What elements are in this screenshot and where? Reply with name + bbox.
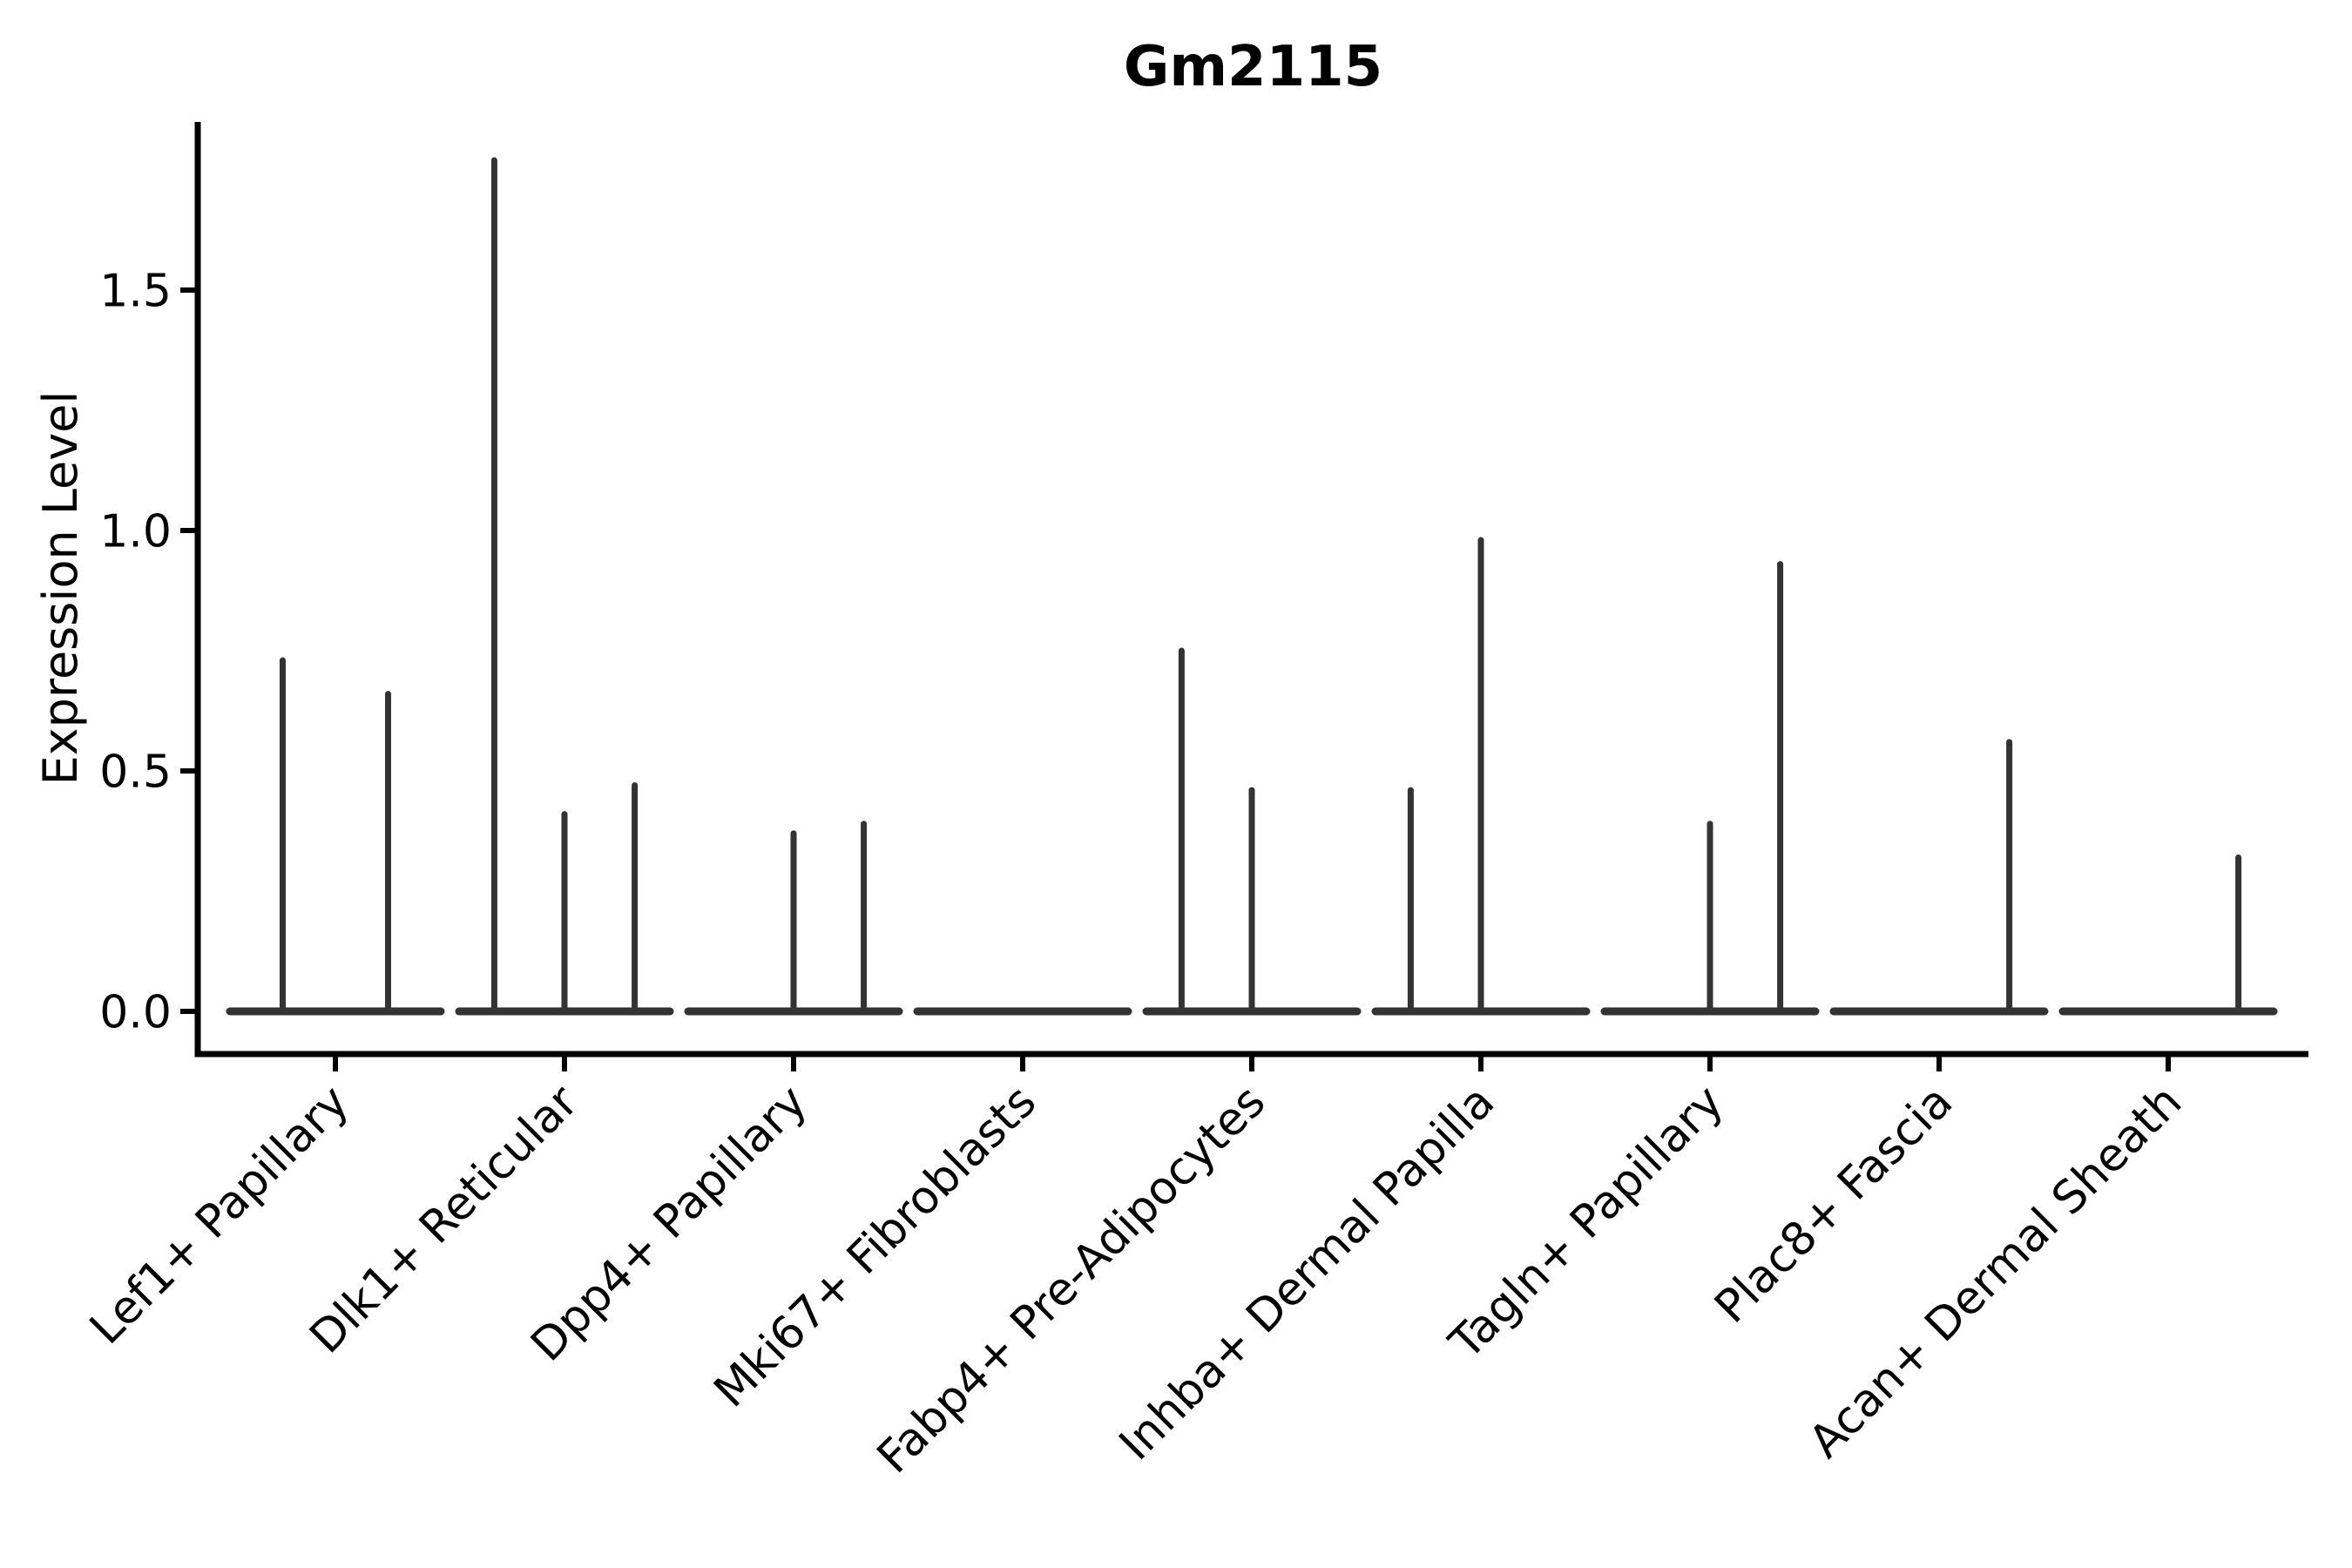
x-tick-label-inhba-dermal-papilla: Inhba+ Dermal Papilla xyxy=(1110,1076,1504,1470)
y-tick-label: 1.5 xyxy=(99,266,172,318)
y-tick-label: 0.0 xyxy=(99,987,172,1039)
y-axis-label: Expression Level xyxy=(33,391,88,786)
x-tick-label-acan-dermal-sheath: Acan+ Dermal Sheath xyxy=(1800,1076,2193,1469)
x-tick-label-plac8-fascia: Plac8+ Fascia xyxy=(1705,1076,1963,1334)
y-tick-label: 0.5 xyxy=(99,747,172,799)
x-tick-label-fabp4-pre-adipocytes: Fabp4+ Pre-Adipocytes xyxy=(868,1076,1275,1484)
chart-title: Gm2115 xyxy=(1124,35,1382,99)
violin-group-plac8-fascia xyxy=(1829,739,2049,1016)
y-tick-label: 1.0 xyxy=(99,506,172,558)
violin-group-inhba-dermal-papilla xyxy=(1371,537,1591,1016)
violin-group-tagln-papillary xyxy=(1600,561,1820,1016)
violin-group-fabp4-pre-adipocytes xyxy=(1142,647,1362,1016)
violin-group-dpp4-papillary xyxy=(684,821,903,1016)
violin-group-dlk1-reticular xyxy=(455,157,674,1016)
violin-group-acan-dermal-sheath xyxy=(2058,854,2278,1016)
violin-group-lef1-papillary xyxy=(226,657,445,1016)
